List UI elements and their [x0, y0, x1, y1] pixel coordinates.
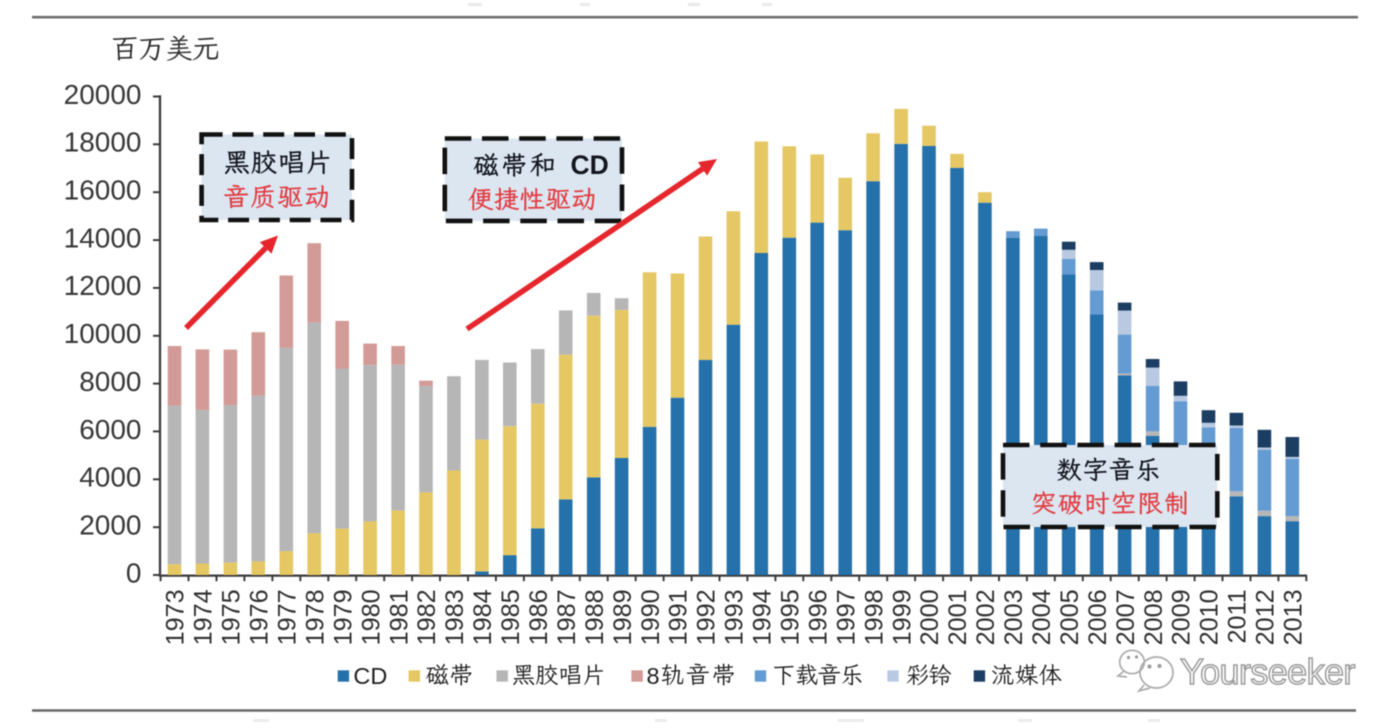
- svg-text:1980: 1980: [357, 589, 385, 645]
- svg-text:2010: 2010: [1196, 589, 1224, 645]
- svg-text:14000: 14000: [64, 222, 142, 253]
- svg-text:1992: 1992: [693, 589, 721, 645]
- svg-text:1985: 1985: [497, 589, 525, 645]
- svg-text:20000: 20000: [64, 79, 142, 110]
- svg-text:1990: 1990: [637, 589, 665, 645]
- svg-text:1989: 1989: [609, 589, 637, 645]
- svg-text:16000: 16000: [64, 175, 142, 206]
- svg-text:Yourseeker: Yourseeker: [1180, 651, 1355, 692]
- svg-text:2000: 2000: [916, 589, 944, 645]
- svg-text:1996: 1996: [804, 589, 832, 645]
- svg-text:2002: 2002: [972, 589, 1000, 645]
- svg-text:CD: CD: [353, 663, 387, 689]
- svg-text:1988: 1988: [581, 589, 609, 645]
- svg-text:1986: 1986: [525, 589, 553, 645]
- svg-text:1997: 1997: [832, 589, 860, 645]
- svg-text:1999: 1999: [888, 589, 916, 645]
- svg-text:1979: 1979: [329, 589, 357, 645]
- svg-text:8: 8: [647, 663, 660, 689]
- svg-text:1984: 1984: [469, 589, 497, 645]
- svg-text:1994: 1994: [749, 589, 777, 645]
- svg-text:12000: 12000: [64, 270, 142, 301]
- svg-text:1982: 1982: [413, 589, 441, 645]
- svg-text:10000: 10000: [64, 318, 142, 349]
- svg-text:4000: 4000: [79, 462, 141, 493]
- svg-text:0: 0: [126, 557, 142, 588]
- svg-text:1976: 1976: [246, 589, 274, 645]
- svg-text:1981: 1981: [385, 589, 413, 645]
- svg-text:CD: CD: [571, 150, 609, 180]
- svg-text:2009: 2009: [1168, 589, 1196, 645]
- svg-text:1998: 1998: [860, 589, 888, 645]
- svg-text:6000: 6000: [79, 414, 141, 445]
- svg-text:2005: 2005: [1056, 589, 1084, 645]
- svg-text:1973: 1973: [162, 589, 190, 645]
- svg-text:8000: 8000: [79, 366, 141, 397]
- svg-text:2001: 2001: [944, 589, 972, 645]
- svg-text:18000: 18000: [64, 127, 142, 158]
- svg-text:1991: 1991: [665, 589, 693, 645]
- svg-text:2011: 2011: [1224, 589, 1252, 643]
- svg-text:1987: 1987: [553, 589, 581, 645]
- svg-text:2008: 2008: [1140, 589, 1168, 645]
- svg-text:2012: 2012: [1252, 589, 1280, 645]
- svg-text:2013: 2013: [1280, 589, 1308, 645]
- svg-text:1978: 1978: [301, 589, 329, 645]
- svg-text:2007: 2007: [1112, 589, 1140, 645]
- svg-text:2003: 2003: [1000, 589, 1028, 645]
- svg-text:2000: 2000: [79, 510, 141, 541]
- svg-text:1975: 1975: [218, 589, 246, 645]
- svg-text:1977: 1977: [274, 589, 302, 645]
- svg-text:2006: 2006: [1084, 589, 1112, 645]
- svg-text:1995: 1995: [777, 589, 805, 645]
- svg-text:1983: 1983: [441, 589, 469, 645]
- svg-text:2004: 2004: [1028, 589, 1056, 645]
- svg-text:1993: 1993: [721, 589, 749, 645]
- svg-text:1974: 1974: [190, 589, 218, 645]
